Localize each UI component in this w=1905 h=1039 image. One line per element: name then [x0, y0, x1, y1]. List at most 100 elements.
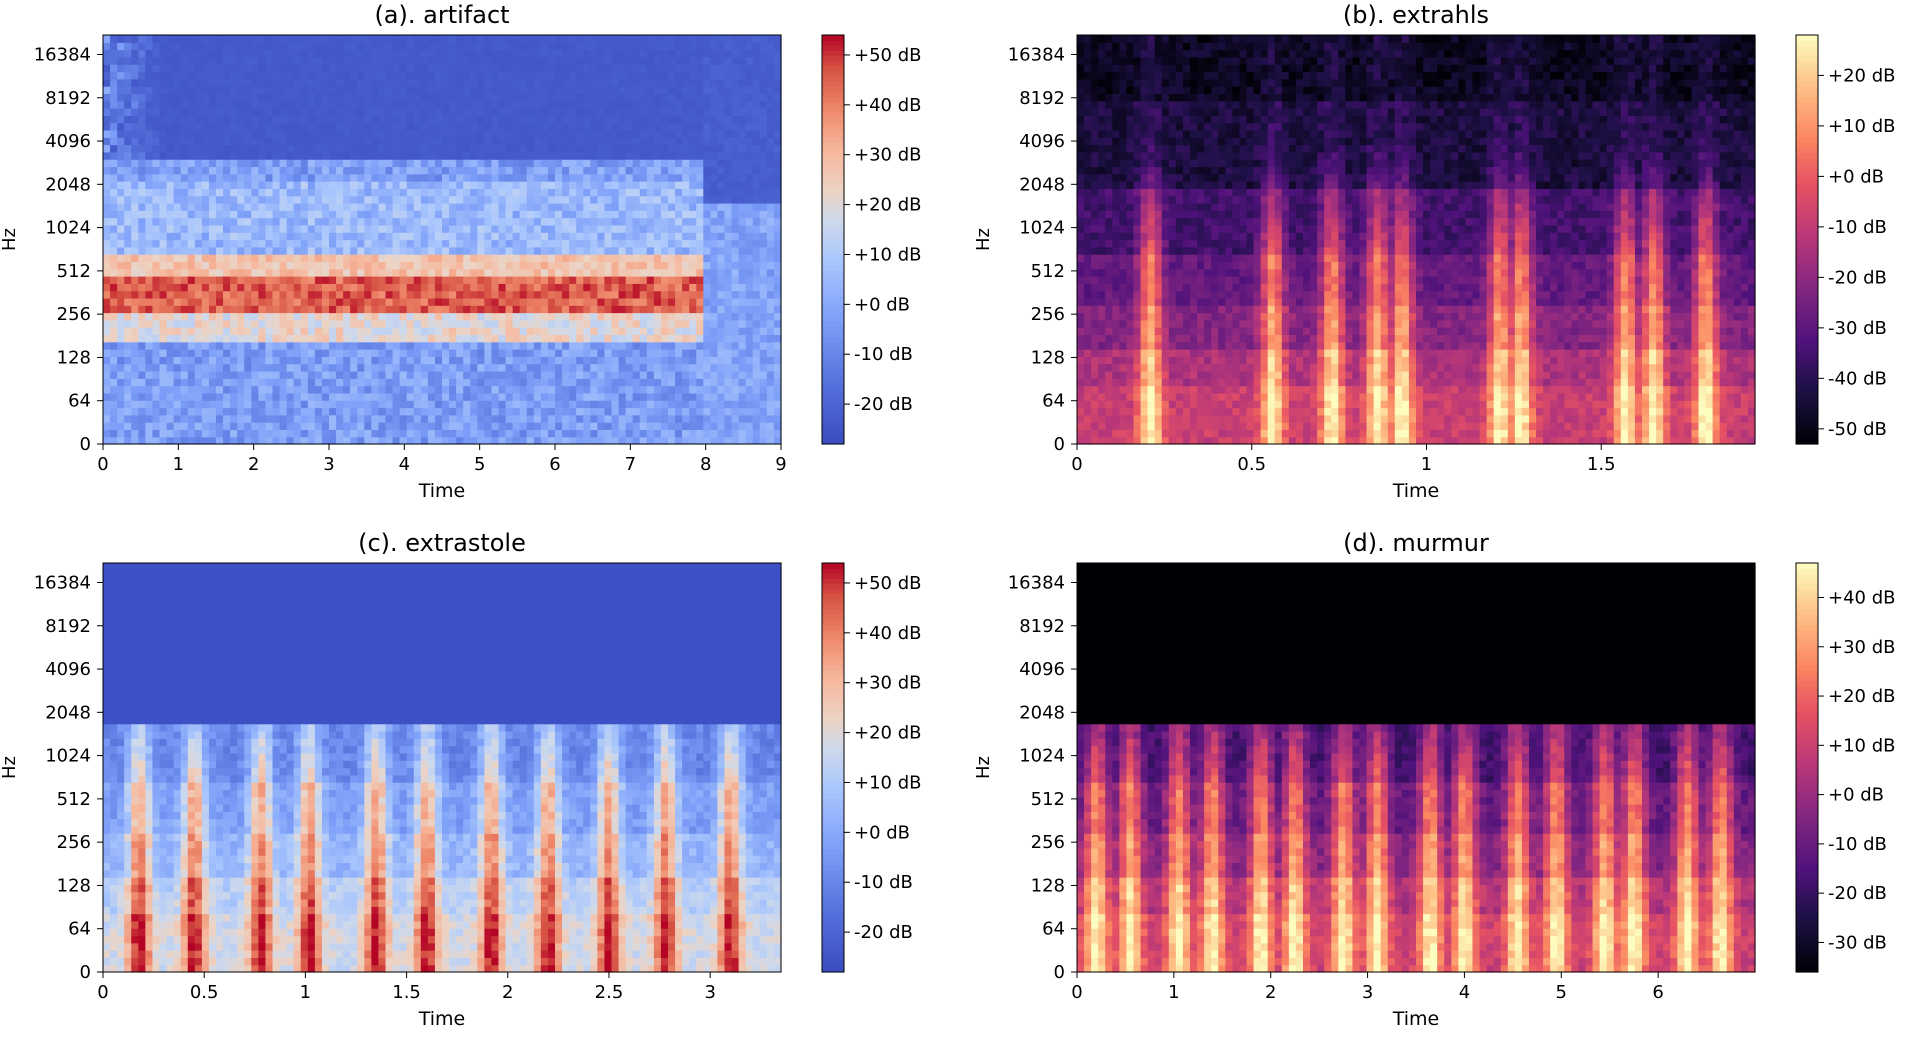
heatmap-cell	[138, 240, 146, 248]
heatmap-cell	[237, 203, 245, 211]
heatmap-cell	[110, 210, 118, 218]
heatmap-cell	[343, 86, 351, 94]
heatmap-cell	[117, 93, 125, 101]
heatmap-cell	[371, 305, 379, 313]
heatmap-cell	[343, 386, 351, 394]
heatmap-cell	[301, 86, 309, 94]
heatmap-cell	[251, 342, 259, 350]
heatmap-cell	[350, 225, 358, 233]
heatmap-cell	[273, 415, 281, 423]
heatmap-cell	[350, 313, 358, 321]
heatmap-cell	[294, 72, 302, 80]
heatmap-cell	[145, 115, 153, 123]
heatmap-cell	[364, 327, 372, 335]
heatmap-cell	[202, 159, 210, 167]
heatmap-cell	[350, 137, 358, 145]
heatmap-cell	[357, 115, 365, 123]
heatmap-cell	[124, 400, 132, 408]
heatmap-cell	[393, 42, 401, 50]
heatmap-cell	[103, 50, 111, 58]
heatmap-cell	[181, 42, 189, 50]
heatmap-cell	[308, 261, 316, 269]
heatmap-cell	[145, 349, 153, 357]
heatmap-cell	[273, 210, 281, 218]
heatmap-cell	[350, 254, 358, 262]
heatmap-cell	[280, 115, 288, 123]
heatmap-cell	[265, 254, 273, 262]
heatmap-cell	[364, 364, 372, 372]
heatmap-cell	[258, 42, 266, 50]
heatmap-cell	[336, 218, 344, 226]
heatmap-cell	[117, 145, 125, 153]
heatmap-cell	[202, 240, 210, 248]
heatmap-cell	[237, 386, 245, 394]
heatmap-cell	[160, 196, 168, 204]
heatmap-cell	[273, 269, 281, 277]
heatmap-cell	[117, 115, 125, 123]
heatmap-cell	[117, 364, 125, 372]
heatmap-cell	[181, 334, 189, 342]
heatmap-cell	[265, 305, 273, 313]
heatmap-cell	[280, 225, 288, 233]
heatmap-cell	[280, 291, 288, 299]
heatmap-cell	[110, 130, 118, 138]
heatmap-cell	[237, 93, 245, 101]
heatmap-cell	[223, 108, 231, 116]
heatmap-cell	[209, 240, 217, 248]
heatmap-cell	[357, 298, 365, 306]
heatmap-cell	[301, 64, 309, 72]
heatmap-cell	[174, 130, 182, 138]
heatmap-cell	[301, 137, 309, 145]
heatmap-cell	[145, 356, 153, 364]
heatmap-cell	[357, 407, 365, 415]
heatmap-cell	[350, 181, 358, 189]
heatmap-cell	[371, 174, 379, 182]
heatmap-cell	[230, 42, 238, 50]
heatmap-cell	[322, 415, 330, 423]
heatmap-cell	[216, 393, 224, 401]
heatmap-cell	[244, 232, 252, 240]
heatmap-cell	[336, 327, 344, 335]
heatmap-cell	[124, 334, 132, 342]
heatmap-cell	[371, 415, 379, 423]
heatmap-cell	[287, 196, 295, 204]
heatmap-cell	[357, 72, 365, 80]
heatmap-cell	[287, 283, 295, 291]
heatmap-cell	[378, 72, 386, 80]
heatmap-cell	[110, 283, 118, 291]
heatmap-cell	[287, 422, 295, 430]
heatmap-cell	[273, 145, 281, 153]
heatmap-cell	[195, 327, 203, 335]
heatmap-cell	[237, 422, 245, 430]
heatmap-cell	[131, 261, 139, 269]
heatmap-cell	[152, 93, 160, 101]
heatmap-cell	[237, 145, 245, 153]
heatmap-cell	[301, 327, 309, 335]
heatmap-cell	[195, 378, 203, 386]
heatmap-cell	[103, 181, 111, 189]
heatmap-cell	[145, 130, 153, 138]
heatmap-cell	[237, 166, 245, 174]
heatmap-cell	[167, 203, 175, 211]
heatmap-cell	[386, 57, 394, 65]
heatmap-cell	[258, 232, 266, 240]
heatmap-cell	[223, 159, 231, 167]
heatmap-cell	[110, 240, 118, 248]
heatmap-cell	[273, 437, 281, 445]
heatmap-cell	[371, 72, 379, 80]
heatmap-cell	[343, 79, 351, 87]
heatmap-cell	[195, 334, 203, 342]
heatmap-cell	[371, 188, 379, 196]
heatmap-cell	[308, 145, 316, 153]
heatmap-cell	[265, 349, 273, 357]
heatmap-cell	[364, 291, 372, 299]
heatmap-cell	[378, 93, 386, 101]
heatmap-cell	[223, 152, 231, 160]
heatmap-cell	[181, 79, 189, 87]
heatmap-cell	[393, 313, 401, 321]
heatmap-cell	[393, 247, 401, 255]
heatmap-cell	[357, 64, 365, 72]
heatmap-cell	[287, 378, 295, 386]
heatmap-cell	[160, 386, 168, 394]
heatmap-cell	[294, 356, 302, 364]
